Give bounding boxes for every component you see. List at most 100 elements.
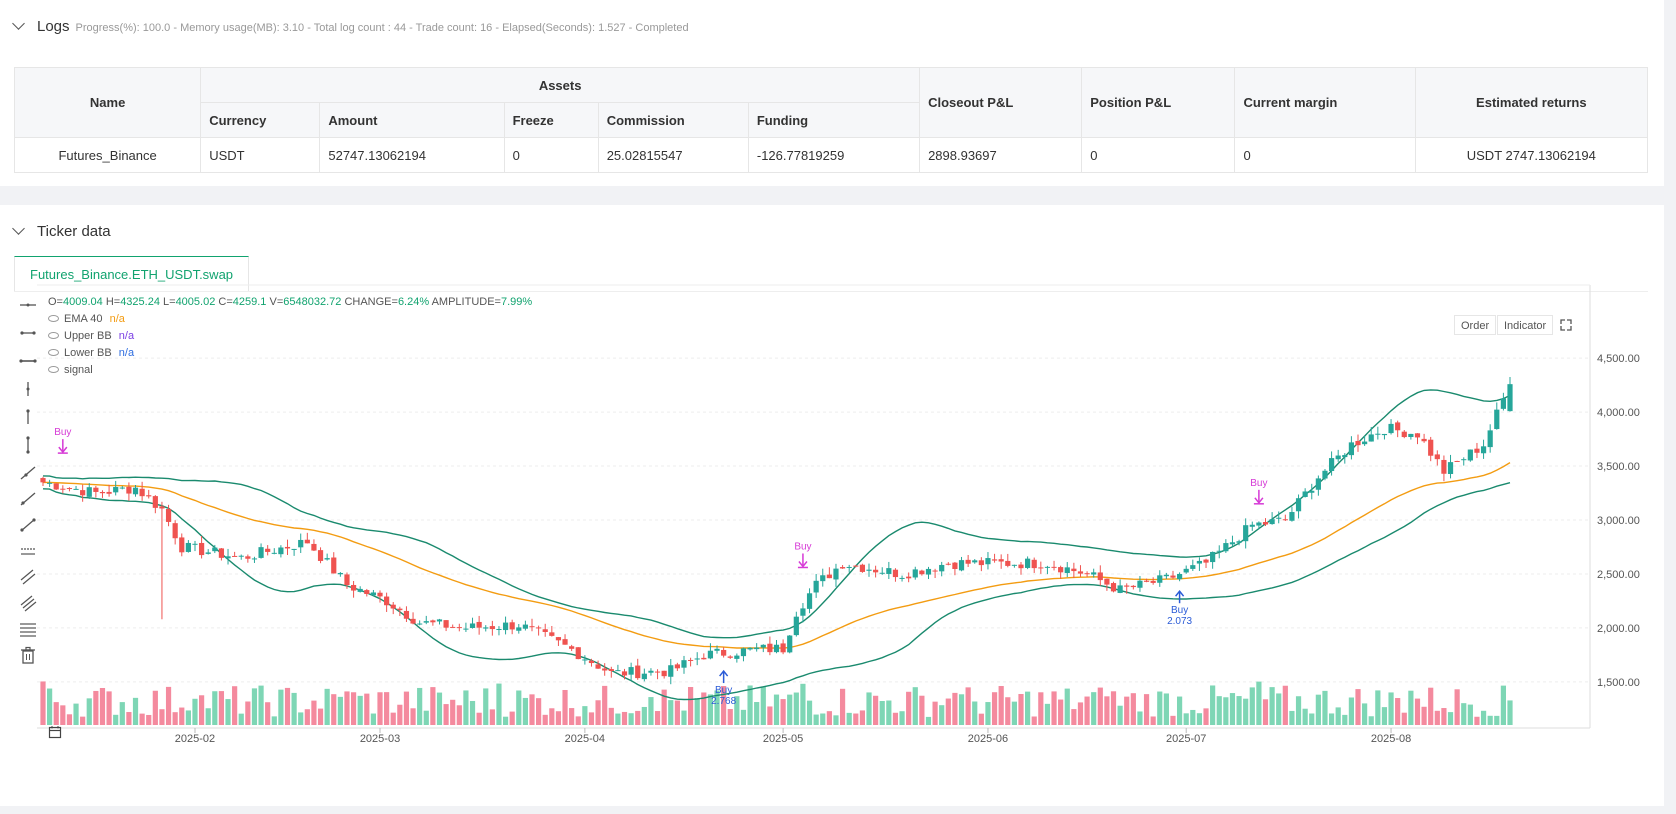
crosshair-line-icon[interactable] bbox=[18, 295, 38, 315]
legend-signal[interactable]: signal bbox=[48, 364, 93, 376]
volume-bar bbox=[740, 709, 747, 725]
volume-bar bbox=[674, 700, 680, 725]
volume-bar bbox=[978, 713, 984, 725]
vertical-ray-icon[interactable] bbox=[18, 407, 38, 427]
candle-body bbox=[1322, 470, 1328, 479]
volume-bar bbox=[93, 690, 99, 725]
expand-icon[interactable] bbox=[1558, 317, 1574, 333]
buy-signal-label: Buy bbox=[1250, 478, 1267, 489]
volume-bar bbox=[1434, 710, 1440, 725]
candle-body bbox=[582, 659, 588, 661]
vertical-line-icon[interactable] bbox=[18, 379, 38, 399]
candle-body bbox=[1163, 574, 1169, 577]
x-tick-label: 2025-06 bbox=[968, 733, 1008, 745]
volume-value: 6548032.72 bbox=[283, 296, 342, 308]
candle-body bbox=[648, 670, 654, 673]
fibonacci-icon[interactable] bbox=[18, 593, 38, 613]
change-value: 6.24% bbox=[397, 296, 430, 308]
calendar-icon[interactable] bbox=[48, 725, 62, 739]
cell-currency: USDT bbox=[200, 137, 321, 173]
candle-body bbox=[833, 568, 839, 580]
candle-body bbox=[53, 483, 59, 490]
fib-retracement-icon[interactable] bbox=[18, 619, 38, 639]
y-tick-label: 2,500.00 bbox=[1597, 569, 1640, 581]
volume-bar bbox=[714, 690, 720, 725]
volume-bar bbox=[1091, 692, 1097, 725]
horizontal-line-icon[interactable] bbox=[18, 351, 38, 371]
candle-body bbox=[529, 626, 535, 628]
table-row: Futures_Binance USDT 52747.13062194 0 25… bbox=[13, 137, 1649, 173]
volume-bar bbox=[40, 681, 46, 725]
volume-bar bbox=[1262, 699, 1269, 725]
volume-bar bbox=[1474, 716, 1480, 725]
volume-bar bbox=[1256, 681, 1262, 725]
legend-ema[interactable]: EMA 40 n/a bbox=[48, 313, 125, 325]
low-value: 4005.02 bbox=[175, 296, 216, 308]
candle-body bbox=[271, 552, 277, 554]
header-name: Name bbox=[13, 67, 202, 138]
parallel-lines-icon[interactable] bbox=[18, 567, 38, 587]
eye-icon[interactable] bbox=[48, 349, 59, 356]
candle-body bbox=[1071, 568, 1077, 572]
candle-body bbox=[1157, 575, 1163, 583]
volume-bar bbox=[787, 694, 793, 725]
eye-icon[interactable] bbox=[48, 332, 59, 339]
candle-body bbox=[866, 569, 872, 571]
horizontal-ray-icon[interactable] bbox=[18, 323, 38, 343]
candle-body bbox=[1381, 433, 1388, 436]
volume-bar bbox=[106, 691, 112, 725]
header-position-pnl: Position P&L bbox=[1081, 67, 1236, 138]
legend-lower-bb[interactable]: Lower BB n/a bbox=[48, 347, 134, 359]
volume-bar bbox=[727, 709, 733, 725]
assets-table: Name Assets Closeout P&L Position P&L Cu… bbox=[13, 67, 1649, 173]
candle-body bbox=[232, 555, 238, 557]
volume-bar bbox=[337, 696, 343, 725]
candle-body bbox=[687, 659, 694, 661]
ticker-header[interactable]: Ticker data bbox=[12, 222, 111, 240]
candle-body bbox=[179, 537, 185, 553]
eye-icon[interactable] bbox=[48, 315, 59, 322]
candle-body bbox=[958, 560, 965, 571]
logs-header[interactable]: Logs Progress(%): 100.0 - Memory usage(M… bbox=[12, 17, 689, 35]
volume-bar bbox=[1064, 688, 1070, 725]
open-value: 4009.04 bbox=[62, 296, 103, 308]
volume-bar bbox=[496, 683, 502, 725]
price-channel-icon[interactable] bbox=[18, 541, 38, 561]
vertical-segment-icon[interactable] bbox=[18, 435, 38, 455]
volume-bar bbox=[1428, 687, 1434, 725]
candle-body bbox=[192, 543, 198, 545]
eye-icon[interactable] bbox=[48, 366, 59, 373]
candle-body bbox=[463, 628, 469, 630]
legend-upper-bb-name: Upper BB bbox=[64, 330, 112, 342]
trash-icon[interactable] bbox=[18, 645, 38, 665]
volume-bar bbox=[456, 705, 462, 725]
volume-bar bbox=[668, 700, 674, 725]
candle-body bbox=[165, 509, 172, 522]
legend-upper-bb[interactable]: Upper BB n/a bbox=[48, 330, 134, 342]
segment-icon[interactable] bbox=[18, 515, 38, 535]
candlestick-chart[interactable]: 1,500.00 2,000.00 2,500.00 3,000.00 3,500.00… bbox=[0, 205, 1664, 806]
candle-body bbox=[456, 627, 462, 629]
candle-body bbox=[892, 569, 899, 578]
candle-body bbox=[311, 543, 317, 551]
open-label: O= bbox=[48, 296, 63, 308]
chevron-down-icon[interactable] bbox=[12, 17, 25, 30]
volume-bar bbox=[1395, 698, 1401, 725]
volume-bar bbox=[1454, 689, 1460, 725]
trend-line-icon[interactable] bbox=[18, 463, 38, 483]
order-button[interactable]: Order bbox=[1454, 315, 1497, 335]
volume-bar bbox=[1315, 694, 1321, 725]
buy-signal-arrowhead bbox=[1254, 497, 1264, 505]
candle-body bbox=[820, 575, 826, 582]
y-tick-label: 4,000.00 bbox=[1597, 407, 1640, 419]
candle-body bbox=[298, 539, 304, 548]
ray-line-icon[interactable] bbox=[18, 489, 38, 509]
indicator-button[interactable]: Indicator bbox=[1497, 315, 1554, 335]
amplitude-label: AMPLITUDE= bbox=[431, 296, 501, 308]
volume-bar bbox=[53, 702, 59, 725]
volume-bar bbox=[152, 690, 158, 725]
volume-bar bbox=[60, 705, 66, 725]
volume-bar bbox=[1038, 692, 1044, 725]
candle-body bbox=[93, 487, 99, 492]
candle-body bbox=[886, 568, 892, 574]
